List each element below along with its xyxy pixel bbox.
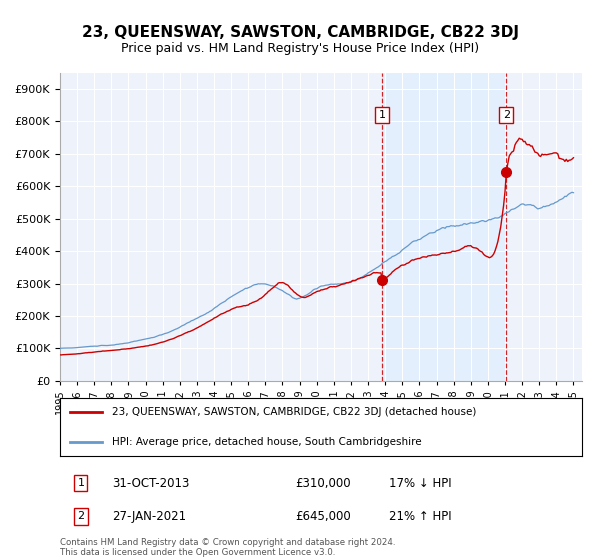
Text: 23, QUEENSWAY, SAWSTON, CAMBRIDGE, CB22 3DJ: 23, QUEENSWAY, SAWSTON, CAMBRIDGE, CB22 …	[82, 25, 518, 40]
Text: HPI: Average price, detached house, South Cambridgeshire: HPI: Average price, detached house, Sout…	[112, 437, 422, 447]
Bar	[382, 73, 506, 381]
Text: 27-JAN-2021: 27-JAN-2021	[112, 510, 187, 523]
Text: 17% ↓ HPI: 17% ↓ HPI	[389, 477, 451, 489]
Text: £310,000: £310,000	[295, 477, 350, 489]
Text: 1: 1	[77, 478, 85, 488]
Text: 2: 2	[503, 110, 510, 120]
Text: 21% ↑ HPI: 21% ↑ HPI	[389, 510, 451, 523]
Text: 31-OCT-2013: 31-OCT-2013	[112, 477, 190, 489]
Text: Contains HM Land Registry data © Crown copyright and database right 2024.
This d: Contains HM Land Registry data © Crown c…	[60, 538, 395, 557]
Text: 2: 2	[77, 511, 85, 521]
Text: Price paid vs. HM Land Registry's House Price Index (HPI): Price paid vs. HM Land Registry's House …	[121, 42, 479, 55]
Text: 1: 1	[379, 110, 386, 120]
Text: 23, QUEENSWAY, SAWSTON, CAMBRIDGE, CB22 3DJ (detached house): 23, QUEENSWAY, SAWSTON, CAMBRIDGE, CB22 …	[112, 407, 476, 417]
Text: £645,000: £645,000	[295, 510, 350, 523]
